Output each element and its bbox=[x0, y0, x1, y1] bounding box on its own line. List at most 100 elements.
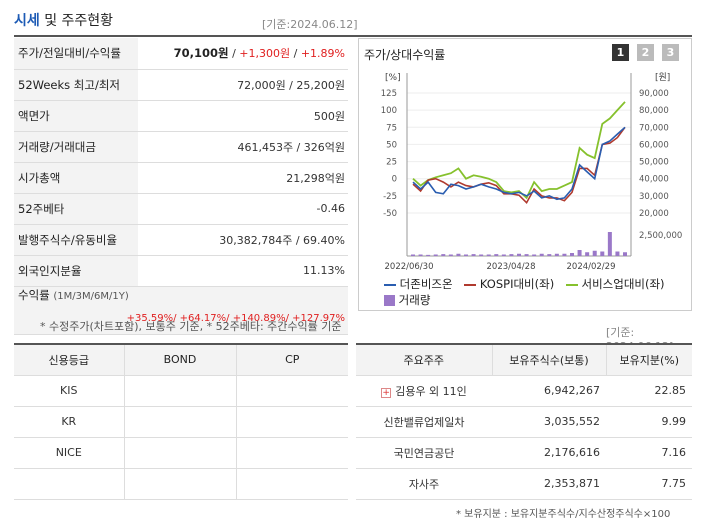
volume-tick-label: 2,500,000 bbox=[639, 231, 682, 241]
holder-pct: 22.85 bbox=[606, 375, 692, 407]
volume-bar bbox=[426, 254, 431, 256]
left-tick-label: 0 bbox=[392, 175, 397, 185]
chart-page-3-button[interactable]: 3 bbox=[662, 44, 679, 61]
base-date: [기준:2024.06.12] bbox=[262, 18, 358, 31]
chart-legend: 더존비즈온 KOSPI대비(좌) 서비스업대비(좌) bbox=[384, 276, 665, 292]
holder-shares: 3,035,552 bbox=[492, 406, 606, 438]
row-label: 액면가 bbox=[14, 100, 138, 132]
table-row: 자사주 2,353,871 7.75 bbox=[356, 468, 692, 500]
volume-bar bbox=[501, 254, 506, 256]
right-tick-label: 40,000 bbox=[639, 175, 669, 185]
legend-line-icon bbox=[464, 283, 477, 286]
left-tick-label: -25 bbox=[383, 192, 397, 202]
table-row: 주가/전일대비/수익률 70,100원 / +1,300원 / +1.89% bbox=[14, 38, 348, 70]
legend-item: 거래량 bbox=[398, 293, 431, 307]
credit-table: 신용등급 BOND CP KIS KR NICE bbox=[14, 345, 348, 500]
table-row: 발행주식수/유동비율 30,382,784주 / 69.40% bbox=[14, 224, 348, 256]
legend-item: KOSPI대비(좌) bbox=[479, 277, 555, 291]
holder-name: 국민연금공단 bbox=[356, 437, 492, 469]
cell: KIS bbox=[14, 375, 125, 407]
left-axis-unit: [%] bbox=[385, 73, 401, 83]
col-header: BOND bbox=[124, 345, 237, 376]
cell bbox=[236, 406, 348, 438]
volume-bar bbox=[494, 254, 499, 256]
table-row: 52Weeks 최고/최저 72,000원 / 25,200원 bbox=[14, 69, 348, 101]
volume-bar bbox=[532, 254, 537, 256]
cell bbox=[124, 468, 237, 500]
volume-bar bbox=[554, 253, 559, 256]
chart-panel bbox=[358, 38, 692, 311]
holders-note: * 보유지분 : 보유지분주식수/지수산정주식수×100 bbox=[456, 509, 671, 520]
volume-bar bbox=[486, 254, 491, 256]
volume-bar bbox=[448, 254, 453, 256]
cell: KR bbox=[14, 406, 125, 438]
x-tick-label: 2023/04/28 bbox=[487, 262, 536, 272]
row-value: 461,453주 / 326억원 bbox=[138, 131, 348, 163]
left-tick-label: -50 bbox=[383, 209, 397, 219]
holder-shares: 2,353,871 bbox=[492, 468, 606, 500]
holder-shares: 6,942,267 bbox=[492, 375, 606, 407]
holder-pct: 7.75 bbox=[606, 468, 692, 500]
table-row: 액면가 500원 bbox=[14, 100, 348, 132]
relative-return-chart: [%] [원] 125 100 75 50 25 0 -25 -50 90,000 80,000 70,… bbox=[381, 72, 683, 272]
legend-line-icon bbox=[384, 283, 396, 286]
change: +1,300원 bbox=[239, 47, 291, 61]
cell bbox=[236, 468, 348, 500]
row-label: 거래량/거래대금 bbox=[14, 131, 138, 163]
table-row: NICE bbox=[14, 437, 348, 469]
series-line-1 bbox=[412, 126, 626, 201]
price: 70,100원 bbox=[173, 46, 229, 61]
volume-bar bbox=[585, 252, 590, 256]
holders-table: 주요주주 보유주식수(보통) 보유지분(%) + 김용우 외 11인 6,942,… bbox=[356, 345, 692, 500]
left-tick-label: 100 bbox=[381, 106, 397, 116]
cell bbox=[236, 375, 348, 407]
row-label: 외국인지분율 bbox=[14, 255, 138, 287]
series-line-2 bbox=[412, 126, 626, 205]
row-value: 30,382,784주 / 69.40% bbox=[138, 224, 348, 256]
right-tick-label: 20,000 bbox=[639, 209, 669, 219]
left-tick-label: 25 bbox=[386, 158, 397, 168]
row-label: 52주베타 bbox=[14, 193, 138, 225]
volume-bar bbox=[607, 232, 612, 256]
market-note: * 수정주가(차트포함), 보통주 기준, * 52주베타: 주간수익률 기준 bbox=[40, 320, 342, 333]
right-tick-label: 30,000 bbox=[639, 192, 669, 202]
volume-bar bbox=[411, 254, 415, 256]
right-tick-label: 50,000 bbox=[639, 158, 669, 168]
chart-page-2-button[interactable]: 2 bbox=[637, 44, 654, 61]
volume-bar bbox=[418, 254, 423, 256]
table-row: KR bbox=[14, 406, 348, 438]
volume-bar bbox=[539, 253, 544, 256]
volume-bar bbox=[562, 253, 567, 256]
chart-page-1-button[interactable]: 1 bbox=[612, 44, 629, 61]
row-value: 72,000원 / 25,200원 bbox=[138, 69, 348, 101]
volume-bar bbox=[592, 250, 597, 256]
col-header: 신용등급 bbox=[14, 345, 125, 376]
table-row: 외국인지분율 11.13% bbox=[14, 255, 348, 287]
expand-icon[interactable]: + bbox=[381, 387, 392, 398]
row-label: 발행주식수/유동비율 bbox=[14, 224, 138, 256]
legend-line-icon bbox=[565, 283, 578, 286]
table-row: 국민연금공단 2,176,616 7.16 bbox=[356, 437, 692, 469]
left-tick-label: 50 bbox=[386, 140, 397, 150]
holder-name: 자사주 bbox=[356, 468, 492, 500]
cell bbox=[14, 468, 125, 500]
returns-value: +35.59%/ +64.17%/ +140.89%/ +127.97% bbox=[126, 312, 345, 324]
market-table: 주가/전일대비/수익률 70,100원 / +1,300원 / +1.89% 5… bbox=[14, 38, 348, 335]
volume-bar bbox=[517, 253, 521, 256]
x-tick-label: 2022/06/30 bbox=[385, 262, 434, 272]
volume-bar bbox=[570, 253, 574, 256]
right-tick-label: 60,000 bbox=[639, 140, 669, 150]
cell bbox=[124, 375, 237, 407]
table-row: 시가총액 21,298억원 bbox=[14, 162, 348, 194]
volume-bar bbox=[471, 254, 476, 256]
volume-bar bbox=[600, 251, 605, 256]
table-row: KIS bbox=[14, 375, 348, 407]
row-label: 주가/전일대비/수익률 bbox=[14, 38, 138, 70]
left-tick-label: 75 bbox=[386, 123, 397, 133]
table-row: 거래량/거래대금 461,453주 / 326억원 bbox=[14, 131, 348, 163]
holder-name: 신한밸류업제일차 bbox=[356, 406, 492, 438]
holder-pct: 9.99 bbox=[606, 406, 692, 438]
right-tick-label: 80,000 bbox=[639, 106, 669, 116]
right-tick-label: 90,000 bbox=[639, 89, 669, 99]
holder-shares: 2,176,616 bbox=[492, 437, 606, 469]
